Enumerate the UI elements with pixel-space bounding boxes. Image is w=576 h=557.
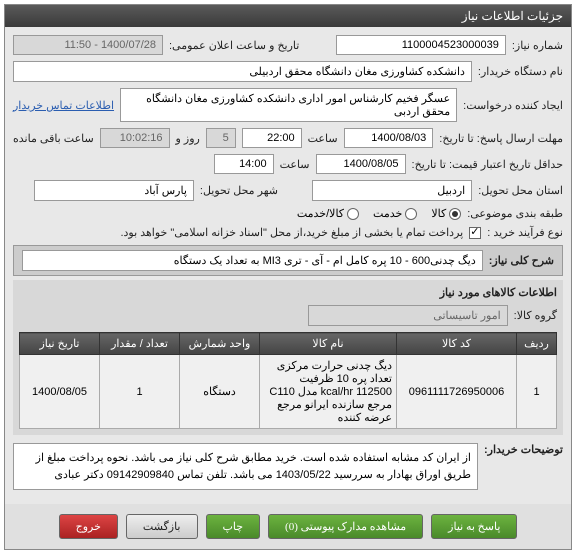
radio-service-label: خدمت	[373, 207, 402, 220]
day-and-label: روز و	[176, 132, 200, 145]
desc-row: شرح کلی نیاز: دیگ چدنی600 - 10 پره کامل …	[13, 245, 563, 276]
th-row: ردیف	[517, 333, 557, 355]
th-unit: واحد شمارش	[180, 333, 260, 355]
radio-goods-dot	[449, 208, 461, 220]
goods-section: اطلاعات کالاهای مورد نیاز گروه کالا: امو…	[13, 280, 563, 435]
cell-idx: 1	[517, 355, 557, 429]
table-header-row: ردیف کد کالا نام کالا واحد شمارش تعداد /…	[20, 333, 557, 355]
process-checkbox[interactable]	[469, 227, 481, 239]
cell-code: 0961111726950006	[397, 355, 517, 429]
radio-goods[interactable]: کالا	[431, 207, 461, 220]
province-label: استان محل تحویل:	[478, 184, 563, 197]
city-label: شهر محل تحویل:	[200, 184, 278, 197]
back-button[interactable]: بازگشت	[126, 514, 198, 539]
announce-field: 1400/07/28 - 11:50	[13, 35, 163, 55]
radio-service[interactable]: خدمت	[373, 207, 417, 220]
category-label: طبقه بندی موضوعی:	[467, 207, 563, 220]
device-name-label: نام دستگاه خریدار:	[478, 65, 563, 78]
credit-time-field: 14:00	[214, 154, 274, 174]
th-code: کد کالا	[397, 333, 517, 355]
group-field: امور تاسیساتی	[308, 305, 508, 326]
docs-button[interactable]: مشاهده مدارک پیوستی (0)	[268, 514, 423, 539]
cell-unit: دستگاه	[180, 355, 260, 429]
category-radio-group: کالا خدمت کالا/خدمت	[297, 207, 461, 220]
creator-field: عسگر فخیم کارشناس امور اداری دانشکده کشا…	[120, 88, 457, 122]
details-panel: جزئیات اطلاعات نیاز شماره نیاز: 11000045…	[4, 4, 572, 550]
goods-section-title: اطلاعات کالاهای مورد نیاز	[19, 286, 557, 299]
th-date: تاریخ نیاز	[20, 333, 100, 355]
radio-goods-label: کالا	[431, 207, 446, 220]
cell-name: دیگ چدنی حرارت مرکزی تعداد پره 10 ظرفیت …	[260, 355, 397, 429]
time-label-1: ساعت	[308, 132, 338, 145]
desc-field: دیگ چدنی600 - 10 پره کامل ام - آی - تری …	[22, 250, 483, 271]
creator-label: ایجاد کننده درخواست:	[463, 99, 563, 112]
process-label: نوع فرآیند خرید :	[487, 226, 563, 239]
remain-label: ساعت باقی مانده	[13, 132, 94, 145]
city-field: پارس آباد	[34, 180, 194, 201]
credit-date-field: 1400/08/05	[316, 154, 406, 174]
credit-label: حداقل تاریخ اعتبار قیمت: تا تاریخ:	[412, 158, 563, 171]
group-label: گروه کالا:	[514, 309, 557, 322]
buyer-notes-label: توضیحات خریدار:	[484, 443, 563, 456]
radio-both-dot	[347, 208, 359, 220]
table-row[interactable]: 1 0961111726950006 دیگ چدنی حرارت مرکزی …	[20, 355, 557, 429]
th-qty: تعداد / مقدار	[100, 333, 180, 355]
request-number-label: شماره نیاز:	[512, 39, 563, 52]
deadline-time-field: 22:00	[242, 128, 302, 148]
device-name-field: دانشکده کشاورزی مغان دانشگاه محقق اردبیل…	[13, 61, 472, 82]
reply-button[interactable]: پاسخ به نیاز	[431, 514, 517, 539]
province-field: اردبیل	[312, 180, 472, 201]
radio-both-label: کالا/خدمت	[297, 207, 344, 220]
exit-button[interactable]: خروج	[59, 514, 118, 539]
cell-qty: 1	[100, 355, 180, 429]
cell-date: 1400/08/05	[20, 355, 100, 429]
deadline-label: مهلت ارسال پاسخ: تا تاریخ:	[439, 132, 563, 145]
buyer-notes-field: از ایران کد مشابه استفاده شده است. خرید …	[13, 443, 478, 490]
print-button[interactable]: چاپ	[206, 514, 261, 539]
goods-table: ردیف کد کالا نام کالا واحد شمارش تعداد /…	[19, 332, 557, 429]
panel-body: شماره نیاز: 1100004523000039 تاریخ و ساع…	[5, 27, 571, 504]
request-number-field: 1100004523000039	[336, 35, 506, 55]
remain-time-field: 10:02:16	[100, 128, 170, 148]
contact-link[interactable]: اطلاعات تماس خریدار	[13, 99, 114, 112]
remain-days-field: 5	[206, 128, 236, 148]
desc-label: شرح کلی نیاز:	[489, 254, 554, 267]
announce-label: تاریخ و ساعت اعلان عمومی:	[169, 39, 299, 52]
radio-service-dot	[405, 208, 417, 220]
panel-header: جزئیات اطلاعات نیاز	[5, 5, 571, 27]
deadline-date-field: 1400/08/03	[344, 128, 434, 148]
radio-both[interactable]: کالا/خدمت	[297, 207, 359, 220]
process-note: پرداخت تمام یا بخشی از مبلغ خرید،از محل …	[120, 226, 463, 239]
time-label-2: ساعت	[280, 158, 310, 171]
th-name: نام کالا	[260, 333, 397, 355]
button-row: پاسخ به نیاز مشاهده مدارک پیوستی (0) چاپ…	[5, 504, 571, 549]
